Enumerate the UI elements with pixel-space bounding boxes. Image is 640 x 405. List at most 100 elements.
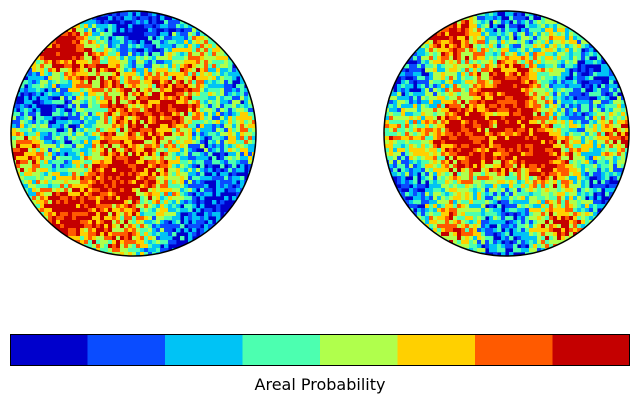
density-cell [485, 112, 490, 117]
density-cell [172, 184, 177, 189]
density-cell [80, 188, 85, 193]
density-cell [437, 136, 442, 141]
density-cell [192, 224, 197, 229]
density-cell [88, 192, 93, 197]
density-cell [184, 112, 189, 117]
density-cell [445, 196, 450, 201]
density-cell [100, 128, 105, 133]
density-cell [393, 124, 398, 129]
density-cell [12, 112, 17, 117]
density-cell [144, 16, 149, 21]
density-cell [425, 196, 430, 201]
density-cell [104, 44, 109, 49]
density-cell [36, 152, 41, 157]
density-cell [96, 120, 101, 125]
density-cell [72, 152, 77, 157]
density-cell [493, 96, 498, 101]
density-cell [56, 108, 61, 113]
density-cell [545, 32, 550, 37]
density-cell [509, 244, 514, 249]
density-cell [389, 116, 394, 121]
density-cell [220, 172, 225, 177]
density-cell [529, 184, 534, 189]
density-cell [457, 184, 462, 189]
density-cell [517, 256, 521, 260]
density-cell [96, 168, 101, 173]
density-cell [152, 76, 157, 81]
density-cell [493, 160, 498, 165]
density-cell [144, 248, 149, 253]
density-cell [136, 88, 141, 93]
density-cell [124, 236, 129, 241]
density-cell [148, 248, 153, 253]
density-cell [148, 72, 153, 77]
density-cell [72, 76, 77, 81]
density-cell [212, 64, 217, 69]
density-cell [429, 128, 434, 133]
density-cell [445, 148, 450, 153]
density-cell [184, 188, 189, 193]
density-cell [104, 52, 109, 57]
density-cell [96, 56, 101, 61]
density-cell [473, 172, 478, 177]
density-cell [164, 140, 169, 145]
density-cell [461, 60, 466, 65]
density-cell [465, 196, 470, 201]
density-cell [453, 96, 458, 101]
density-cell [196, 144, 201, 149]
density-cell [52, 136, 57, 141]
density-cell [192, 116, 197, 121]
density-cell [76, 188, 81, 193]
density-cell [64, 180, 69, 185]
density-cell [228, 76, 233, 81]
density-cell [124, 100, 129, 105]
density-cell [212, 120, 217, 125]
density-cell [120, 56, 125, 61]
density-cell [24, 88, 29, 93]
density-cell [128, 64, 133, 69]
density-cell [120, 44, 125, 49]
density-cell [148, 136, 153, 141]
density-cell [76, 208, 81, 213]
density-cell [473, 116, 478, 121]
density-cell [160, 216, 165, 221]
density-cell [116, 120, 121, 125]
density-cell [56, 48, 61, 53]
density-cell [425, 104, 430, 109]
density-cell [88, 208, 93, 213]
density-cell [136, 160, 141, 165]
density-cell [393, 168, 398, 173]
density-cell [413, 188, 418, 193]
density-cell [445, 100, 450, 105]
density-cell [457, 84, 462, 89]
density-cell [493, 88, 498, 93]
density-cell [457, 188, 462, 193]
density-cell [176, 228, 181, 233]
density-cell [168, 72, 173, 77]
density-cell [220, 108, 225, 113]
density-cell [461, 244, 466, 249]
density-cell [469, 124, 474, 129]
density-cell [525, 144, 530, 149]
density-cell [200, 168, 205, 173]
density-cell [184, 120, 189, 125]
density-cell [180, 104, 185, 109]
density-cell [421, 44, 426, 49]
density-cell [537, 176, 542, 181]
density-cell [68, 148, 73, 153]
density-cell [172, 124, 177, 129]
density-cell [521, 88, 526, 93]
density-cell [240, 184, 245, 189]
density-cell [545, 48, 550, 53]
density-cell [433, 188, 438, 193]
density-cell [509, 152, 514, 157]
density-cell [425, 216, 430, 221]
density-cell [100, 120, 105, 125]
density-cell [204, 132, 209, 137]
density-cell [76, 100, 81, 105]
density-cell [80, 200, 85, 205]
density-cell [545, 100, 550, 105]
density-cell [248, 128, 253, 133]
density-cell [36, 132, 41, 137]
density-cell [417, 196, 422, 201]
